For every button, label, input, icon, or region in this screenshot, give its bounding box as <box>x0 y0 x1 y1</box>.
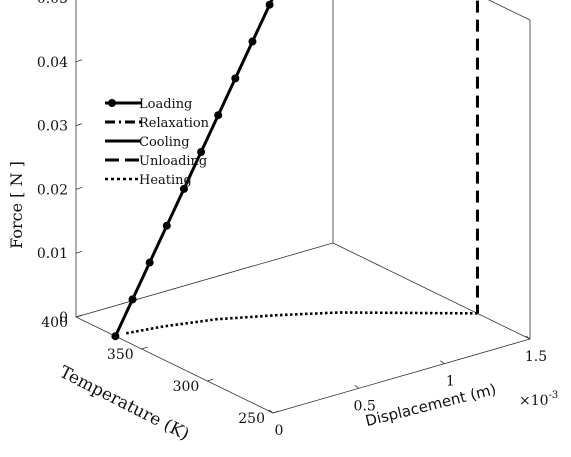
x-tick-mark-0 <box>268 409 274 414</box>
legend-label-loading: Loading <box>139 97 192 112</box>
series-loading-marker-2 <box>145 258 154 267</box>
z-tick-label-3: 0.03 <box>37 119 68 135</box>
y-tick-mark-1 <box>207 378 214 382</box>
z-tick-mark-4 <box>75 59 83 63</box>
x-axis-exponent: ×10-3 <box>519 390 558 409</box>
x-tick-label-2: 1 <box>446 374 455 390</box>
axes-edge-3 <box>488 0 531 21</box>
series-loading-marker-7 <box>231 74 240 83</box>
series-loading-marker-0 <box>111 332 120 341</box>
series-loading-marker-8 <box>248 37 257 46</box>
z-tick-label-4: 0.04 <box>37 55 68 71</box>
series-loading-marker-6 <box>214 111 223 120</box>
legend-label-cooling: Cooling <box>139 135 190 150</box>
x-axis-label: Displacement (m) <box>364 380 499 430</box>
axes-edge-7 <box>272 338 531 414</box>
y-tick-label-1: 300 <box>173 379 200 395</box>
series-loading-marker-3 <box>162 221 171 230</box>
legend-label-unloading: Unloading <box>139 154 207 169</box>
series-loading-marker-5 <box>197 148 206 157</box>
y-tick-label-2: 350 <box>107 347 134 363</box>
legend-label-heating: Heating <box>139 173 192 188</box>
z-tick-label-2: 0.02 <box>37 182 68 198</box>
axes-edge-0 <box>75 242 334 318</box>
series-loading-marker-9 <box>265 0 274 9</box>
axes-box <box>75 0 531 414</box>
x-tick-mark-3 <box>525 335 531 340</box>
y-tick-mark-3 <box>75 314 83 318</box>
x-tick-mark-2 <box>440 360 445 364</box>
series-heating <box>123 311 478 336</box>
z-tick-mark-1 <box>75 250 83 254</box>
y-axis-label: Temperature (K) <box>56 362 192 445</box>
y-tick-label-0: 250 <box>238 411 265 427</box>
x-tick-label-1: 0.5 <box>354 398 376 414</box>
z-tick-label-0: 0 <box>59 310 68 326</box>
axes-edge-8 <box>75 316 274 414</box>
legend-label-relaxation: Relaxation <box>139 116 210 131</box>
y-tick-mark-2 <box>141 346 148 350</box>
z-axis-label: Force [ N ] <box>7 161 26 249</box>
x-tick-mark-1 <box>354 385 359 389</box>
series-loading-marker-1 <box>128 295 137 304</box>
z-tick-label-1: 0.01 <box>37 246 68 262</box>
axes-edge-1 <box>332 242 531 340</box>
z-tick-mark-3 <box>75 123 83 126</box>
x-tick-label-3: 1.5 <box>525 349 547 365</box>
z-tick-label-5: 0.05 <box>37 0 68 7</box>
series-loading-marker-4 <box>179 184 188 193</box>
z-tick-mark-2 <box>75 187 83 190</box>
data-series <box>111 0 479 341</box>
y-tick-mark-0 <box>272 410 280 414</box>
x-axis-exponent-power: -3 <box>549 390 559 401</box>
x-axis-exponent-base: ×10 <box>519 393 549 409</box>
x-tick-label-0: 0 <box>275 423 284 439</box>
axis-ticks: 00.010.020.030.040.0525030035040000.511.… <box>37 0 547 439</box>
legend: Loading Relaxation Cooling Unloading Heating <box>105 97 210 188</box>
y-tick-label-3: 400 <box>41 315 68 331</box>
legend-marker-loading <box>108 99 116 107</box>
